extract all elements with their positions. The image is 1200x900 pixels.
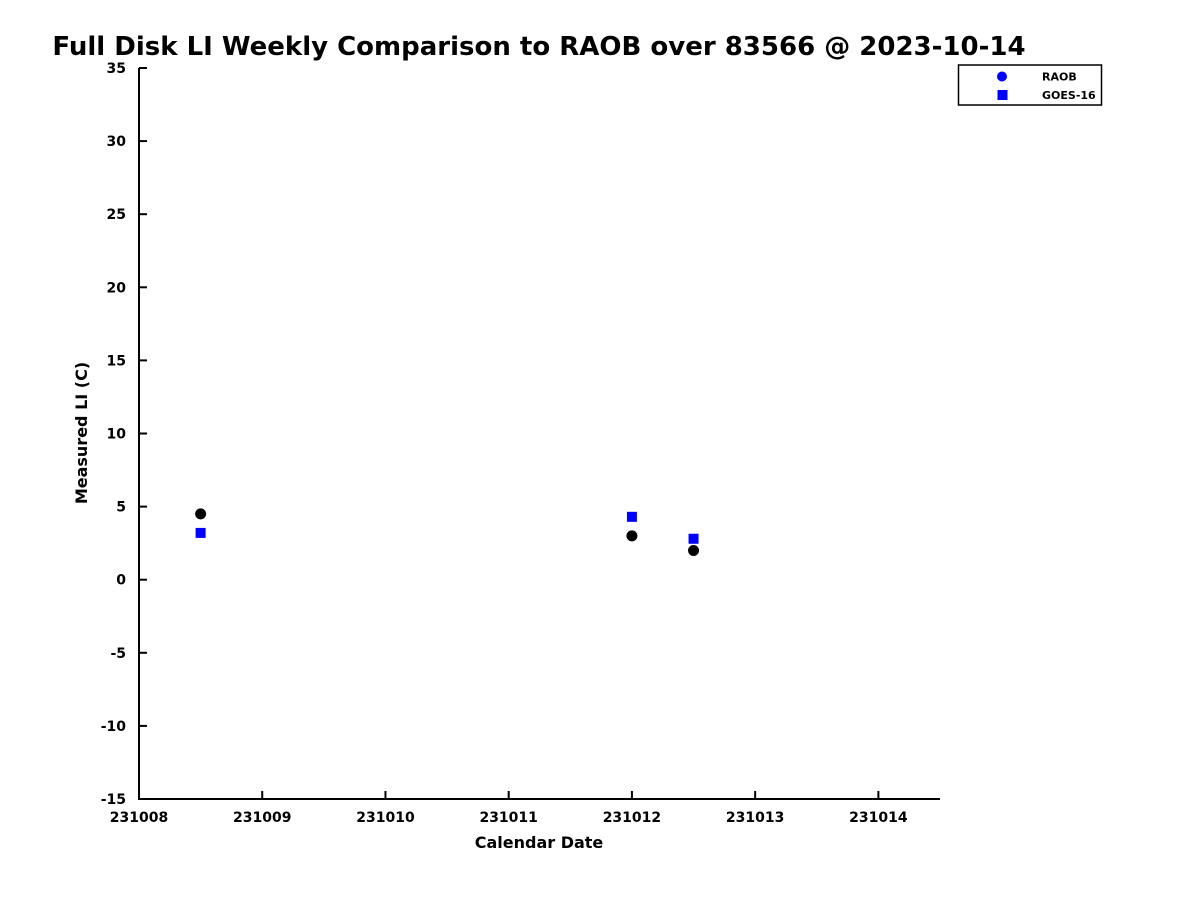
y-tick-label: 5 <box>116 500 126 516</box>
raob-point <box>195 508 207 520</box>
x-tick-label: 231013 <box>726 810 784 826</box>
x-tick-label: 231011 <box>479 810 537 826</box>
y-tick-label: -5 <box>110 646 126 662</box>
y-tick-label: -15 <box>101 792 126 808</box>
y-tick-label: 0 <box>116 573 126 589</box>
legend: RAOB GOES-16 <box>957 64 1103 106</box>
x-axis-label: Calendar Date <box>475 833 604 852</box>
raob-marker-icon <box>997 71 1007 82</box>
y-tick-label: 20 <box>107 280 127 296</box>
chart-title: Full Disk LI Weekly Comparison to RAOB o… <box>52 32 1025 62</box>
legend-label-raob: RAOB <box>1042 71 1077 84</box>
y-axis-label: Measured LI (C) <box>72 362 91 504</box>
y-tick-label: 35 <box>107 61 126 77</box>
y-tick-label: -10 <box>101 719 127 735</box>
data-points <box>195 508 700 556</box>
legend-label-goes16: GOES-16 <box>1042 89 1096 102</box>
goes16-marker-icon <box>997 90 1008 100</box>
y-tick-label: 10 <box>107 427 127 443</box>
y-tick-label: 15 <box>107 353 126 369</box>
axes: 231008 231009 231010 231011 231012 231013 2310… <box>101 61 940 826</box>
x-tick-label: 231014 <box>849 810 908 826</box>
raob-point <box>688 544 700 556</box>
x-tick-label: 231012 <box>603 810 661 826</box>
y-tick-label: 30 <box>107 134 127 150</box>
goes-16-point <box>195 527 206 538</box>
x-tick-label: 231008 <box>110 810 168 826</box>
x-tick-label: 231009 <box>233 810 291 826</box>
y-tick-label: 25 <box>107 207 126 223</box>
x-tick-label: 231010 <box>356 810 415 826</box>
goes-16-point <box>688 533 699 544</box>
legend-box <box>957 64 1103 106</box>
raob-point <box>626 530 638 542</box>
goes-16-point <box>626 511 637 522</box>
